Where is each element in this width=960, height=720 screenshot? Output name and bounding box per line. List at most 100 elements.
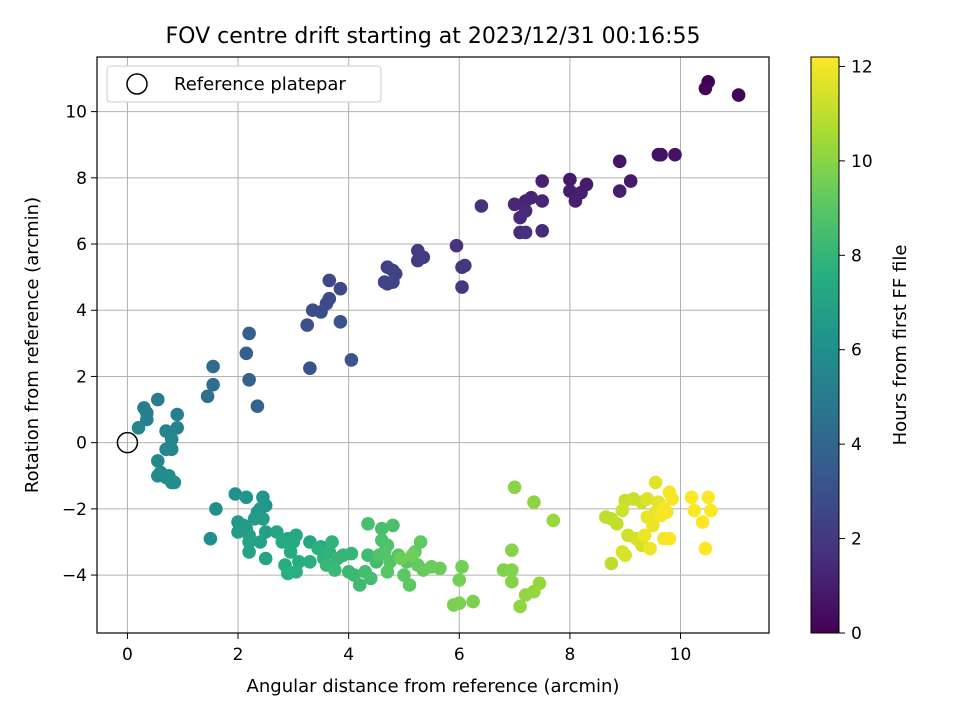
colorbar-ticks: 0 2 4 6 8 10 12	[839, 57, 873, 644]
y-tick-label: 4	[76, 301, 87, 321]
data-point	[612, 154, 627, 169]
grid-lines	[97, 57, 769, 633]
x-axis-ticks: 0 2 4 6 8 10	[122, 633, 691, 665]
colorbar-tick-label: 4	[851, 435, 862, 455]
data-point	[668, 147, 682, 162]
data-point	[546, 513, 561, 528]
data-point	[203, 531, 218, 546]
data-point	[527, 495, 541, 510]
data-point	[505, 563, 519, 577]
data-point	[704, 503, 718, 518]
y-tick-label: 8	[76, 169, 87, 189]
data-point	[242, 373, 256, 387]
colorbar-gradient	[810, 56, 840, 634]
data-point	[618, 548, 632, 562]
data-point	[698, 541, 713, 556]
data-point	[281, 566, 295, 581]
data-point	[344, 353, 359, 367]
data-point	[322, 273, 337, 288]
data-point	[640, 492, 655, 506]
data-point	[433, 561, 447, 576]
y-axis-ticks: −4 −2 0 2 4 6 8 10	[62, 103, 97, 586]
y-tick-label: 0	[76, 434, 87, 454]
data-point	[563, 184, 577, 198]
data-point	[364, 571, 378, 586]
data-point	[242, 535, 256, 549]
data-point	[518, 194, 533, 208]
colorbar-tick-label: 8	[851, 246, 862, 266]
data-point	[452, 596, 467, 610]
data-point	[394, 551, 409, 566]
data-point	[513, 599, 527, 614]
x-axis-label: Angular distance from reference (arcmin)	[247, 676, 620, 697]
data-point	[242, 545, 256, 559]
data-point	[375, 521, 389, 536]
data-point	[258, 551, 273, 566]
y-axis-label: Rotation from reference (arcmin)	[22, 197, 43, 493]
x-tick-label: 10	[670, 645, 692, 665]
data-point	[270, 525, 284, 539]
reference-marker	[116, 431, 139, 454]
data-point	[303, 361, 317, 376]
data-point	[612, 184, 627, 198]
data-point	[646, 518, 660, 533]
data-point	[623, 174, 638, 188]
y-tick-label: −4	[62, 566, 87, 586]
data-point	[303, 555, 317, 569]
x-tick-label: 0	[122, 645, 133, 665]
legend-label: Reference platepar	[174, 74, 346, 95]
x-tick-label: 8	[564, 645, 575, 665]
data-point	[568, 194, 583, 208]
colorbar-tick-label: 10	[851, 152, 873, 172]
data-point	[563, 172, 577, 187]
legend-box	[106, 65, 382, 103]
data-point	[314, 305, 328, 319]
data-point	[140, 412, 154, 427]
data-point	[311, 541, 326, 556]
data-point	[380, 277, 395, 291]
data-point	[731, 88, 746, 102]
data-point	[164, 432, 179, 447]
data-point	[695, 515, 710, 529]
data-point	[347, 568, 362, 582]
data-point	[507, 197, 522, 212]
data-point	[532, 576, 547, 591]
y-tick-label: 10	[65, 103, 87, 123]
data-point	[604, 556, 619, 571]
data-point	[253, 535, 267, 549]
data-point	[687, 503, 702, 518]
data-point	[505, 543, 519, 557]
data-point	[377, 545, 392, 559]
data-point	[518, 225, 533, 240]
data-point	[665, 492, 679, 506]
data-point	[654, 147, 668, 162]
data-point	[615, 503, 630, 518]
data-point	[466, 594, 480, 609]
data-point	[654, 508, 668, 523]
x-tick-label: 4	[343, 645, 354, 665]
data-point	[455, 280, 469, 294]
data-point	[275, 535, 290, 549]
data-point	[231, 525, 245, 539]
data-point	[637, 528, 652, 543]
colorbar: 0 2 4 6 8 10 12 Hours from first FF file	[810, 56, 911, 644]
data-point	[452, 573, 467, 587]
data-point	[455, 260, 469, 275]
data-point	[505, 574, 519, 589]
data-point	[170, 407, 184, 422]
data-point	[535, 224, 549, 238]
data-point	[386, 518, 400, 533]
data-point	[256, 512, 270, 526]
data-point	[239, 490, 254, 505]
colorbar-tick-label: 12	[851, 57, 873, 77]
data-point	[333, 281, 348, 296]
data-point	[701, 490, 715, 505]
data-point	[455, 560, 469, 574]
data-point	[662, 531, 677, 546]
data-point	[513, 210, 527, 225]
data-point	[405, 548, 420, 562]
data-point	[643, 541, 657, 556]
data-point	[209, 502, 223, 516]
data-point	[242, 326, 256, 341]
